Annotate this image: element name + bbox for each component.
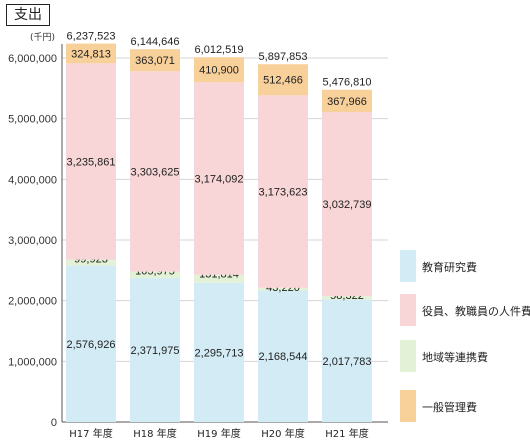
bar-segment	[194, 274, 244, 283]
y-tick-label: 6,000,000	[8, 53, 57, 65]
data-label: 2,576,926	[67, 339, 116, 351]
legend-item: 一般管理費	[400, 390, 530, 422]
data-label: 363,071	[135, 55, 175, 67]
y-tick-label: 0	[51, 417, 57, 429]
legend-item: 役員、教職員の人件費	[400, 294, 530, 326]
y-tick-label: 5,000,000	[8, 114, 57, 126]
bar-segment	[258, 290, 308, 422]
bar-segment	[66, 259, 116, 266]
legend-label: 教育研究費	[422, 261, 477, 274]
legend-swatch	[400, 250, 416, 282]
x-tick-label: H20 年度	[261, 427, 304, 440]
bar-segment	[130, 71, 180, 272]
bar-segment	[322, 296, 372, 300]
data-label: 324,813	[71, 48, 111, 60]
data-label: 3,174,092	[195, 173, 244, 185]
bar-segment	[322, 89, 372, 113]
bar-segment	[194, 57, 244, 83]
y-axis-unit: (千円)	[30, 32, 55, 43]
legend-swatch	[400, 294, 416, 326]
x-tick-label: H19 年度	[197, 427, 240, 440]
bar-segment	[66, 43, 116, 64]
bar-segment	[194, 282, 244, 422]
data-label: 3,032,739	[323, 199, 372, 211]
legend-swatch	[400, 340, 416, 372]
bar-segment	[258, 95, 308, 288]
bar-segment	[66, 265, 116, 422]
total-label: 6,144,646	[131, 36, 180, 48]
legend-label: 役員、教職員の人件費	[422, 305, 530, 318]
bar-segment	[258, 64, 308, 96]
total-label: 6,237,523	[67, 31, 116, 43]
data-label: 367,966	[327, 96, 367, 108]
chart-title: 支出	[6, 4, 50, 26]
x-tick-label: H18 年度	[133, 427, 176, 440]
y-tick-label: 2,000,000	[8, 296, 57, 308]
bar-segment	[66, 63, 116, 260]
bar-segment	[130, 278, 180, 422]
legend-item: 教育研究費	[400, 250, 530, 282]
bar-segment	[130, 49, 180, 72]
data-label: 512,466	[263, 75, 303, 87]
legend-label: 一般管理費	[422, 401, 477, 414]
data-label: 2,168,544	[259, 351, 308, 363]
bar-segment	[322, 299, 372, 422]
bar-segment	[258, 287, 308, 291]
total-label: 5,897,853	[259, 51, 308, 63]
legend-swatch	[400, 390, 416, 422]
total-label: 5,476,810	[323, 77, 372, 89]
bar-segment	[322, 112, 372, 297]
total-label: 6,012,519	[195, 44, 244, 56]
bar-segment	[194, 82, 244, 275]
data-label: 410,900	[199, 65, 239, 77]
legend-item: 地域等連携費	[400, 340, 530, 372]
data-label: 2,017,783	[323, 356, 372, 368]
data-label: 3,173,623	[259, 187, 308, 199]
y-tick-label: 4,000,000	[8, 174, 57, 186]
legend-label: 地域等連携費	[422, 351, 488, 364]
y-tick-label: 3,000,000	[8, 235, 57, 247]
bar-segment	[130, 271, 180, 279]
data-label: 3,303,625	[131, 166, 180, 178]
data-label: 3,235,861	[67, 156, 116, 168]
x-tick-label: H17 年度	[69, 427, 112, 440]
y-tick-label: 1,000,000	[8, 356, 57, 368]
x-tick-label: H21 年度	[325, 427, 368, 440]
data-label: 2,371,975	[131, 345, 180, 357]
data-label: 2,295,713	[195, 347, 244, 359]
